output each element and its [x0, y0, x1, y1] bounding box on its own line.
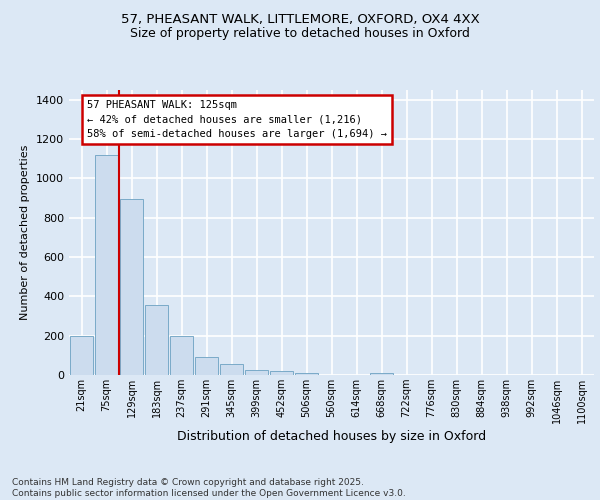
Text: Size of property relative to detached houses in Oxford: Size of property relative to detached ho…	[130, 28, 470, 40]
Bar	[370, 372, 393, 375]
Bar	[170, 336, 193, 375]
Bar	[120, 199, 143, 375]
Bar	[245, 370, 268, 375]
Bar	[145, 305, 168, 375]
Text: 57 PHEASANT WALK: 125sqm
← 42% of detached houses are smaller (1,216)
58% of sem: 57 PHEASANT WALK: 125sqm ← 42% of detach…	[87, 100, 387, 140]
Bar	[95, 155, 118, 375]
Text: 57, PHEASANT WALK, LITTLEMORE, OXFORD, OX4 4XX: 57, PHEASANT WALK, LITTLEMORE, OXFORD, O…	[121, 12, 479, 26]
Y-axis label: Number of detached properties: Number of detached properties	[20, 145, 31, 320]
Text: Contains HM Land Registry data © Crown copyright and database right 2025.
Contai: Contains HM Land Registry data © Crown c…	[12, 478, 406, 498]
Bar	[70, 336, 93, 375]
Bar	[270, 371, 293, 375]
Bar	[195, 356, 218, 375]
X-axis label: Distribution of detached houses by size in Oxford: Distribution of detached houses by size …	[177, 430, 486, 443]
Bar	[295, 372, 318, 375]
Bar	[220, 364, 243, 375]
